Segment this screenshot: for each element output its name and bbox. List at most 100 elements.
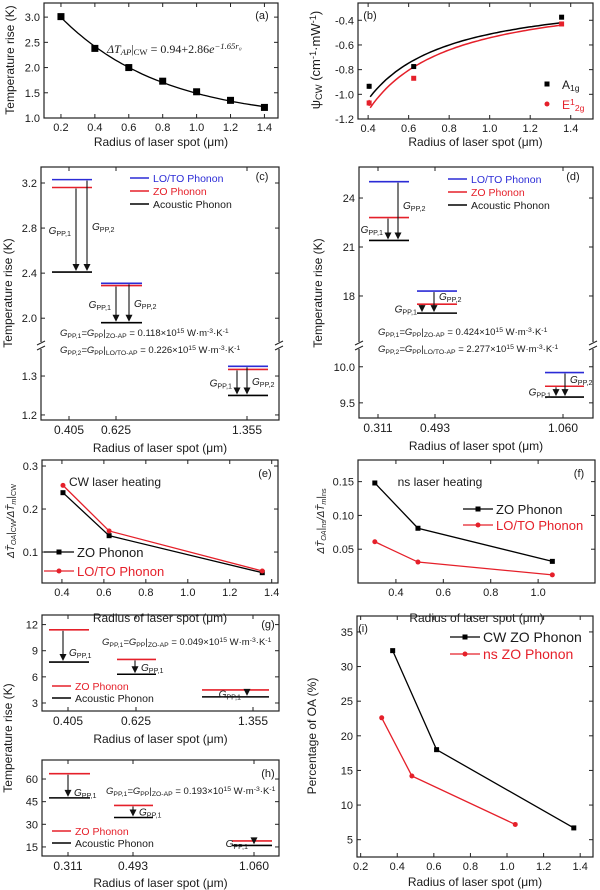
gpp-equation-part: G xyxy=(102,637,109,648)
gpp1-label: GPP,1 xyxy=(226,839,248,851)
x-tick-label: 1.0 xyxy=(499,861,514,873)
gpp-equation-part: -3 xyxy=(526,327,532,334)
x-tick-label: 0.4 xyxy=(54,587,69,599)
fit-equation-part: = 0.94+2.86 xyxy=(148,42,210,56)
x-tick-label: 1.2 xyxy=(223,122,238,134)
panel-label: (c) xyxy=(256,171,269,183)
gpp-equation-part: ·K xyxy=(543,344,553,355)
x-tick-label: 0.311 xyxy=(363,421,392,435)
axis-break-mark xyxy=(274,340,284,346)
legend-label: Acoustic Phonon xyxy=(75,693,154,705)
gpp1-label: GPP,1 xyxy=(69,648,91,660)
gpp1-label-part: PP,1 xyxy=(233,842,248,851)
gpp-equation-part: PP,2 xyxy=(67,350,81,357)
arrow-head-icon xyxy=(430,305,438,313)
gpp-equation-part: PP xyxy=(140,791,150,798)
plot-frame xyxy=(41,759,280,857)
legend-label: LO/TO Phonon xyxy=(471,174,542,186)
data-point xyxy=(159,77,167,85)
gpp-equation-part: 15 xyxy=(177,328,185,335)
data-point xyxy=(366,100,372,106)
panel-label: (b) xyxy=(363,10,376,22)
axis-break-gap xyxy=(591,342,595,349)
gpp-equation: GPP,1=GPP|ZO-AP = 0.049×1015 W·m-3·K-1 xyxy=(102,637,272,649)
y-tick-label: -0.8 xyxy=(335,65,354,77)
gpp-equation-part: G xyxy=(378,344,385,355)
gpp1-label-part: G xyxy=(141,663,149,674)
gpp1-label-part: PP,1 xyxy=(536,390,551,399)
gpp-equation-part: PP xyxy=(94,350,104,357)
x-tick-label: 0.2 xyxy=(353,861,368,873)
fit-equation-part: CW xyxy=(134,47,149,57)
gpp-equation-part: ZO-AP xyxy=(424,332,445,339)
gpp-equation-part: W·m xyxy=(514,344,537,355)
y-axis-title-part: | xyxy=(6,532,17,535)
gpp1-label-part: G xyxy=(395,305,403,316)
data-point xyxy=(571,825,577,831)
x-axis-title: Radius of laser spot (μm) xyxy=(408,135,542,149)
y-tick-label: 25 xyxy=(341,696,353,708)
x-tick-label: 1.4 xyxy=(264,587,279,599)
y-tick-label: -1.0 xyxy=(335,89,354,101)
gpp-equation-part: PP xyxy=(94,333,104,340)
legend-label: ZO Phonon xyxy=(153,186,207,198)
gpp2-label: GPP,2 xyxy=(439,292,461,304)
legend-label: LO/TO Phonon xyxy=(77,564,164,579)
y-tick-label: 0.10 xyxy=(333,510,354,522)
legend-label: ZO Phonon xyxy=(496,502,563,517)
gpp-equation-part: -1 xyxy=(552,344,558,351)
gpp2-label-part: G xyxy=(252,377,260,388)
x-tick-label: 1.355 xyxy=(238,714,268,728)
plot-frame xyxy=(357,459,596,584)
gpp1-label-part: G xyxy=(89,300,97,311)
gpp-equation-part: ZO-AP xyxy=(152,791,173,798)
gpp1-label-part: G xyxy=(219,689,227,700)
gpp-equation-part: -3 xyxy=(250,637,256,644)
x-tick-label: 0.6 xyxy=(96,587,111,599)
arrow-head-icon xyxy=(552,389,560,397)
fit-equation-part: e xyxy=(209,42,215,56)
annotation: CW laser heating xyxy=(69,475,161,489)
gpp-equation-part: =G xyxy=(399,327,412,338)
y-axis-title-part: m xyxy=(319,499,328,505)
gpp-equation-part: = 0.049×10 xyxy=(169,637,220,648)
x-tick-label: 1.0 xyxy=(180,587,195,599)
y-tick-label: 0.3 xyxy=(23,461,38,473)
gpp2-label-part: G xyxy=(134,299,142,310)
axis-break-mark xyxy=(36,340,46,346)
gpp-equation: GPP,2=GPP|LO/TO-AP = 0.226×1015 W·m-3·K-… xyxy=(60,345,240,357)
y-axis-title-part: OA xyxy=(319,530,328,541)
gpp-equation-part: | xyxy=(149,786,151,797)
y-tick-label: 30 xyxy=(26,819,38,831)
plot-frame xyxy=(41,614,280,712)
gpp-equation-part: G xyxy=(106,786,113,797)
arrow-head-icon xyxy=(125,314,133,322)
data-point xyxy=(56,568,62,574)
gpp1-label: GPP,1 xyxy=(89,300,111,312)
data-point xyxy=(390,648,396,654)
fit-equation: ΔTAP|CW = 0.94+2.86e−1.65r₀ xyxy=(106,41,242,57)
data-point xyxy=(372,480,378,486)
gpp-equation-part: 15 xyxy=(219,637,227,644)
y-tick-label: -0.4 xyxy=(335,15,354,27)
data-point xyxy=(559,21,565,27)
gpp-equation-part: 15 xyxy=(506,344,514,351)
gpp1-label: GPP,1 xyxy=(139,807,161,819)
plot-frame xyxy=(40,166,280,421)
axis-break-gap xyxy=(277,342,281,349)
x-axis-title: Radius of laser spot (μm) xyxy=(93,441,227,455)
y-tick-label: 2.0 xyxy=(25,63,40,75)
panel-i: 0.2 0.4 0.6 0.8 1.0 1.2 1.4 5 10 15 20 25 30 35 (i) Rad… xyxy=(305,615,594,889)
gpp-equation-part: PP,1 xyxy=(67,333,81,340)
x-tick-label: 1.2 xyxy=(523,123,538,135)
gpp-equation: GPP,1=GPP|ZO-AP = 0.193×1015 W·m-3·K-1 xyxy=(106,786,276,798)
gpp1-label-part: PP,1 xyxy=(368,228,383,237)
legend-label: ZO Phonon xyxy=(471,187,525,199)
legend-label-part: A xyxy=(562,78,570,92)
series-line xyxy=(62,492,263,574)
gpp-equation-part: -3 xyxy=(537,344,543,351)
arrow-head-icon xyxy=(59,654,67,662)
y-tick-label: 18 xyxy=(343,291,355,303)
plot-frame xyxy=(356,615,594,858)
y-tick-label: 45 xyxy=(26,797,38,809)
